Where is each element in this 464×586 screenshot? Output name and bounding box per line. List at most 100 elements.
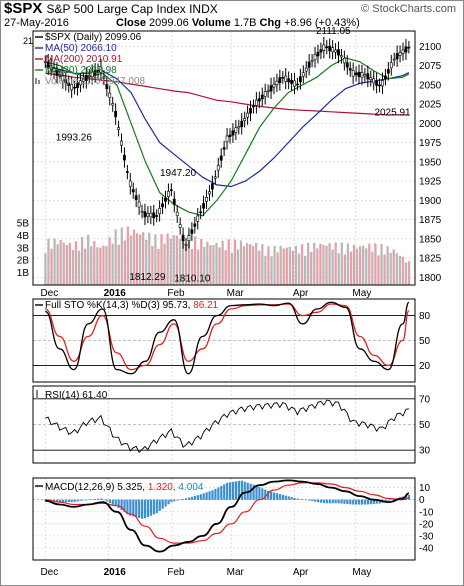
macd-histogram-bar <box>126 499 129 515</box>
volume-bar <box>151 245 154 285</box>
price-candle <box>208 191 211 195</box>
price-candle <box>55 69 59 76</box>
price-candle <box>73 86 76 89</box>
macd-histogram-bar <box>53 499 56 502</box>
volume-bar <box>117 244 120 285</box>
price-candle <box>228 134 232 138</box>
price-candle <box>369 77 373 81</box>
price-legend-entry: MA(200) 2010.91 <box>45 54 123 65</box>
price-candle <box>325 46 329 49</box>
volume-bar <box>261 244 264 285</box>
macd-histogram-bar <box>91 499 94 500</box>
macd-histogram-bar <box>223 484 226 500</box>
macd-histogram-bar <box>164 499 167 507</box>
price-legend-entry: MA(20) 2063.98 <box>45 65 117 76</box>
volume-bar <box>68 242 72 285</box>
macd-histogram-bar <box>261 488 264 500</box>
price-annotation: 1812.29 <box>129 272 166 283</box>
rsi-y-tick-label: 70 <box>419 394 431 405</box>
macd-histogram-bar <box>270 491 273 500</box>
macd-histogram-bar <box>120 499 123 511</box>
volume-bar <box>71 249 75 285</box>
volume-bar <box>343 254 347 285</box>
price-candle <box>67 82 71 86</box>
volume-bar <box>230 252 233 285</box>
macd-histogram-bar <box>308 499 311 501</box>
price-candle <box>240 120 244 127</box>
macd-histogram-bar <box>296 498 299 500</box>
price-candle <box>275 80 279 85</box>
volume-bar <box>206 241 209 285</box>
price-candle <box>167 191 170 197</box>
price-candle <box>331 47 335 53</box>
chart-date: 27-May-2016 <box>4 17 69 29</box>
macd-histogram-bar <box>234 481 238 500</box>
price-candle <box>79 80 82 86</box>
volume-bar <box>212 245 215 285</box>
price-y-tick-label: 2075 <box>419 61 442 72</box>
macd-histogram-bar <box>358 499 361 505</box>
legend-swatch <box>38 80 40 84</box>
chg-value: +8.96 (+0.43%) <box>284 17 360 29</box>
volume-bar <box>154 234 157 285</box>
price-candle <box>237 126 241 129</box>
volume-bar <box>90 246 93 285</box>
macd-histogram-bar <box>375 499 378 504</box>
volume-bar <box>407 261 411 285</box>
price-legend-entry: Volume 1,707,947,008 <box>45 76 146 87</box>
macd-histogram-bar <box>305 499 308 501</box>
macd-histogram-bar <box>138 499 141 518</box>
price-candle <box>389 62 393 69</box>
volume-bar <box>242 246 246 285</box>
macd-histogram-bar <box>369 499 372 505</box>
price-y-tick-label: 1800 <box>419 273 442 284</box>
macd-histogram-bar <box>61 499 65 503</box>
volume-bar <box>83 248 87 285</box>
price-candle <box>298 76 302 83</box>
volume-bar <box>258 250 261 285</box>
price-candle <box>196 215 200 222</box>
volume-bar <box>65 244 68 285</box>
macd-histogram-bar <box>217 487 220 500</box>
price-x-tick-label: Mar <box>227 288 245 299</box>
macd-histogram-bar <box>167 499 170 505</box>
price-candle <box>266 90 270 93</box>
macd-histogram-bar <box>185 498 188 500</box>
price-y-tick-label: 1900 <box>419 196 442 207</box>
macd-histogram-bar <box>214 488 217 500</box>
macd-histogram-bar <box>322 499 326 504</box>
volume-bar <box>377 255 380 285</box>
volume-bar <box>374 243 377 285</box>
price-candle <box>52 68 56 72</box>
price-candle <box>178 224 182 228</box>
volume-bar <box>337 253 340 285</box>
price-candle <box>58 75 62 77</box>
macd-x-tick-label: Apr <box>293 567 309 578</box>
macd-histogram-bar <box>360 499 364 505</box>
volume-bar <box>239 240 243 285</box>
price-candle <box>164 197 167 202</box>
sto-pane-frame <box>32 298 416 383</box>
price-candle <box>284 75 288 82</box>
macd-histogram-bar <box>384 499 387 502</box>
volume-bar <box>120 227 123 285</box>
price-candle <box>310 59 314 62</box>
macd-histogram-bar <box>343 499 346 504</box>
price-candle <box>278 77 282 84</box>
macd-histogram-bar <box>290 497 293 500</box>
volume-bar <box>62 242 65 285</box>
macd-histogram-bar <box>70 499 73 503</box>
volume-bar <box>53 238 56 285</box>
macd-histogram-bar <box>240 480 243 500</box>
volume-bar <box>398 255 402 285</box>
macd-x-tick-label: Feb <box>167 567 185 578</box>
price-candle <box>407 46 411 49</box>
volume-bar <box>303 255 307 285</box>
macd-histogram-bar <box>331 499 334 504</box>
price-candle <box>43 61 47 64</box>
price-candle <box>231 130 235 136</box>
sto-legend: Full STO %K(14,3) %D(3) 95.73, 86.21 <box>45 300 219 311</box>
price-candle <box>313 54 317 61</box>
volume-value: 1.7B <box>233 17 257 29</box>
volume-bar <box>80 236 84 285</box>
